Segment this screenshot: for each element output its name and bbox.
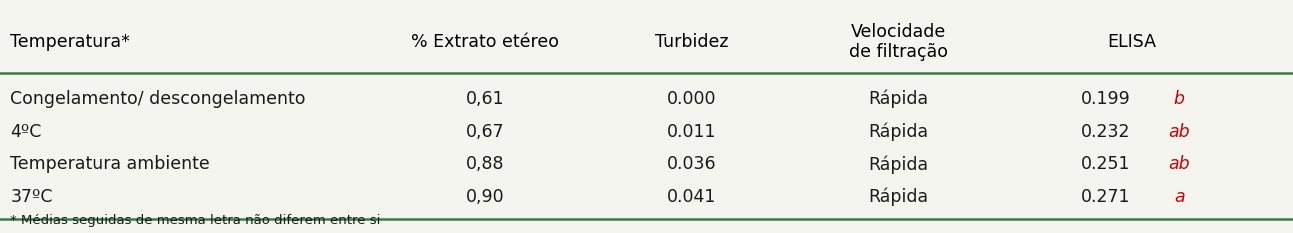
Text: 0,67: 0,67 [465, 123, 504, 141]
Text: Temperatura*: Temperatura* [10, 33, 131, 51]
Text: Rápida: Rápida [869, 122, 928, 141]
Text: Rápida: Rápida [869, 155, 928, 174]
Text: Rápida: Rápida [869, 90, 928, 108]
Text: 0.041: 0.041 [667, 188, 716, 206]
Text: 0.199: 0.199 [1081, 90, 1130, 108]
Text: ab: ab [1169, 123, 1190, 141]
Text: 0,61: 0,61 [465, 90, 504, 108]
Text: 0.251: 0.251 [1081, 155, 1130, 173]
Text: 0.232: 0.232 [1081, 123, 1130, 141]
Text: 0.036: 0.036 [667, 155, 716, 173]
Text: Velocidade
de filtração: Velocidade de filtração [850, 23, 948, 61]
Text: 0.011: 0.011 [667, 123, 716, 141]
Text: a: a [1174, 188, 1184, 206]
Text: b: b [1174, 90, 1184, 108]
Text: * Médias seguidas de mesma letra não diferem entre si: * Médias seguidas de mesma letra não dif… [10, 214, 380, 227]
Text: Congelamento/ descongelamento: Congelamento/ descongelamento [10, 90, 306, 108]
Text: Turbidez: Turbidez [656, 33, 728, 51]
Text: Temperatura ambiente: Temperatura ambiente [10, 155, 209, 173]
Text: % Extrato etéreo: % Extrato etéreo [411, 33, 559, 51]
Text: 4ºC: 4ºC [10, 123, 41, 141]
Text: 0,88: 0,88 [465, 155, 504, 173]
Text: 37ºC: 37ºC [10, 188, 53, 206]
Text: Rápida: Rápida [869, 188, 928, 206]
Text: 0,90: 0,90 [465, 188, 504, 206]
Text: 0.000: 0.000 [667, 90, 716, 108]
Text: ELISA: ELISA [1107, 33, 1156, 51]
Text: ab: ab [1169, 155, 1190, 173]
Text: 0.271: 0.271 [1081, 188, 1130, 206]
